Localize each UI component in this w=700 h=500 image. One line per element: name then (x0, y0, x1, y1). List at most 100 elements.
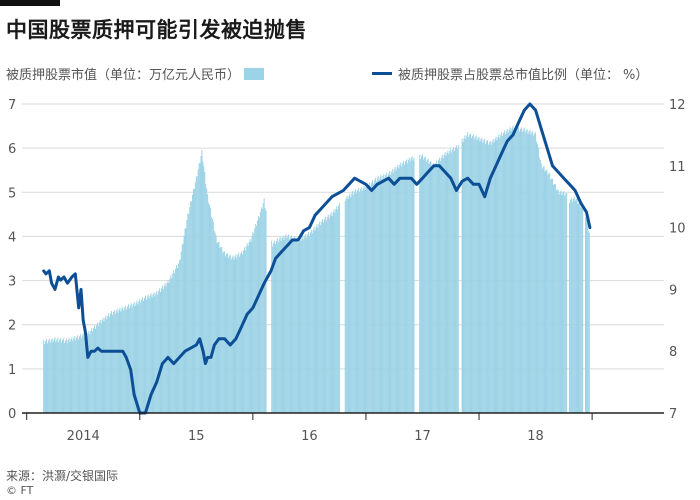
bar (529, 130, 531, 413)
bar (504, 134, 506, 414)
x-tick-label: 15 (188, 429, 205, 444)
bar (198, 163, 200, 413)
bar (568, 202, 570, 413)
bar (82, 333, 84, 413)
bar (536, 141, 538, 413)
bar (576, 198, 578, 413)
bar (52, 342, 54, 413)
bar (152, 294, 154, 413)
bar (260, 207, 262, 413)
bar (74, 336, 76, 413)
bar (189, 207, 191, 413)
bar (56, 339, 58, 413)
bar (392, 172, 394, 413)
bar (176, 265, 178, 413)
bar (422, 159, 424, 413)
bar (488, 142, 490, 414)
bar (401, 166, 403, 413)
bar (585, 218, 587, 413)
bar (493, 142, 495, 413)
bar (411, 156, 413, 413)
bar (144, 295, 146, 413)
bar (280, 240, 282, 413)
bar (211, 218, 213, 413)
bar (563, 191, 565, 413)
bar (352, 191, 354, 413)
bar (351, 193, 353, 413)
bar (209, 205, 211, 413)
bar (135, 302, 137, 413)
bar (257, 220, 259, 413)
bar (357, 188, 359, 413)
bar (433, 163, 435, 413)
legend-line-label: 被质押股票占股票总市值比例（单位： (398, 68, 620, 83)
bar (446, 152, 448, 413)
bar (462, 142, 464, 413)
bar (528, 131, 530, 413)
bar (227, 257, 229, 413)
bar (223, 251, 225, 413)
bar (306, 237, 308, 413)
bar (220, 246, 222, 413)
y-left-tick-label: 2 (8, 319, 16, 334)
bar (377, 176, 379, 413)
bar (322, 219, 324, 413)
bar (474, 136, 476, 413)
bar (122, 306, 124, 413)
bar (363, 185, 365, 413)
bar (354, 191, 356, 413)
bar (358, 192, 360, 413)
bar (481, 137, 483, 413)
bar (490, 144, 492, 413)
x-tick-label: 2014 (67, 429, 100, 444)
bar (98, 322, 100, 413)
bar (215, 235, 217, 413)
bar (248, 242, 250, 413)
bar (110, 313, 112, 413)
bar (533, 135, 535, 413)
bar (161, 285, 163, 413)
bar (447, 150, 449, 413)
bar (48, 338, 50, 413)
bar (406, 163, 408, 413)
bar (309, 232, 311, 413)
bar (445, 155, 447, 413)
bar (454, 151, 456, 413)
bar (403, 160, 405, 413)
bar (391, 169, 393, 413)
bar (277, 242, 279, 413)
bar (225, 254, 227, 413)
bar (51, 338, 53, 413)
bar (141, 299, 143, 413)
bar (166, 282, 168, 413)
bar (394, 166, 396, 413)
bar (118, 309, 120, 413)
bar (186, 219, 188, 413)
bar (519, 131, 521, 413)
bar (420, 159, 422, 413)
bar (171, 277, 173, 413)
bar (175, 268, 177, 413)
bar (473, 139, 475, 413)
bar (443, 154, 445, 413)
bar (571, 201, 573, 413)
bar (323, 219, 325, 413)
bar (192, 194, 194, 413)
y-left-tick-label: 6 (8, 142, 16, 157)
bar (577, 203, 579, 413)
bar (547, 174, 549, 413)
bar (279, 236, 281, 413)
bar (264, 208, 266, 413)
bar (381, 178, 383, 413)
bar (288, 234, 290, 413)
bar (338, 205, 340, 413)
bar (197, 169, 199, 413)
bar (368, 184, 370, 413)
bar (479, 141, 481, 413)
bar (216, 243, 218, 413)
bar (104, 317, 106, 413)
bar (89, 334, 91, 413)
bar (140, 302, 142, 413)
bar (137, 304, 139, 413)
bar (471, 135, 473, 413)
